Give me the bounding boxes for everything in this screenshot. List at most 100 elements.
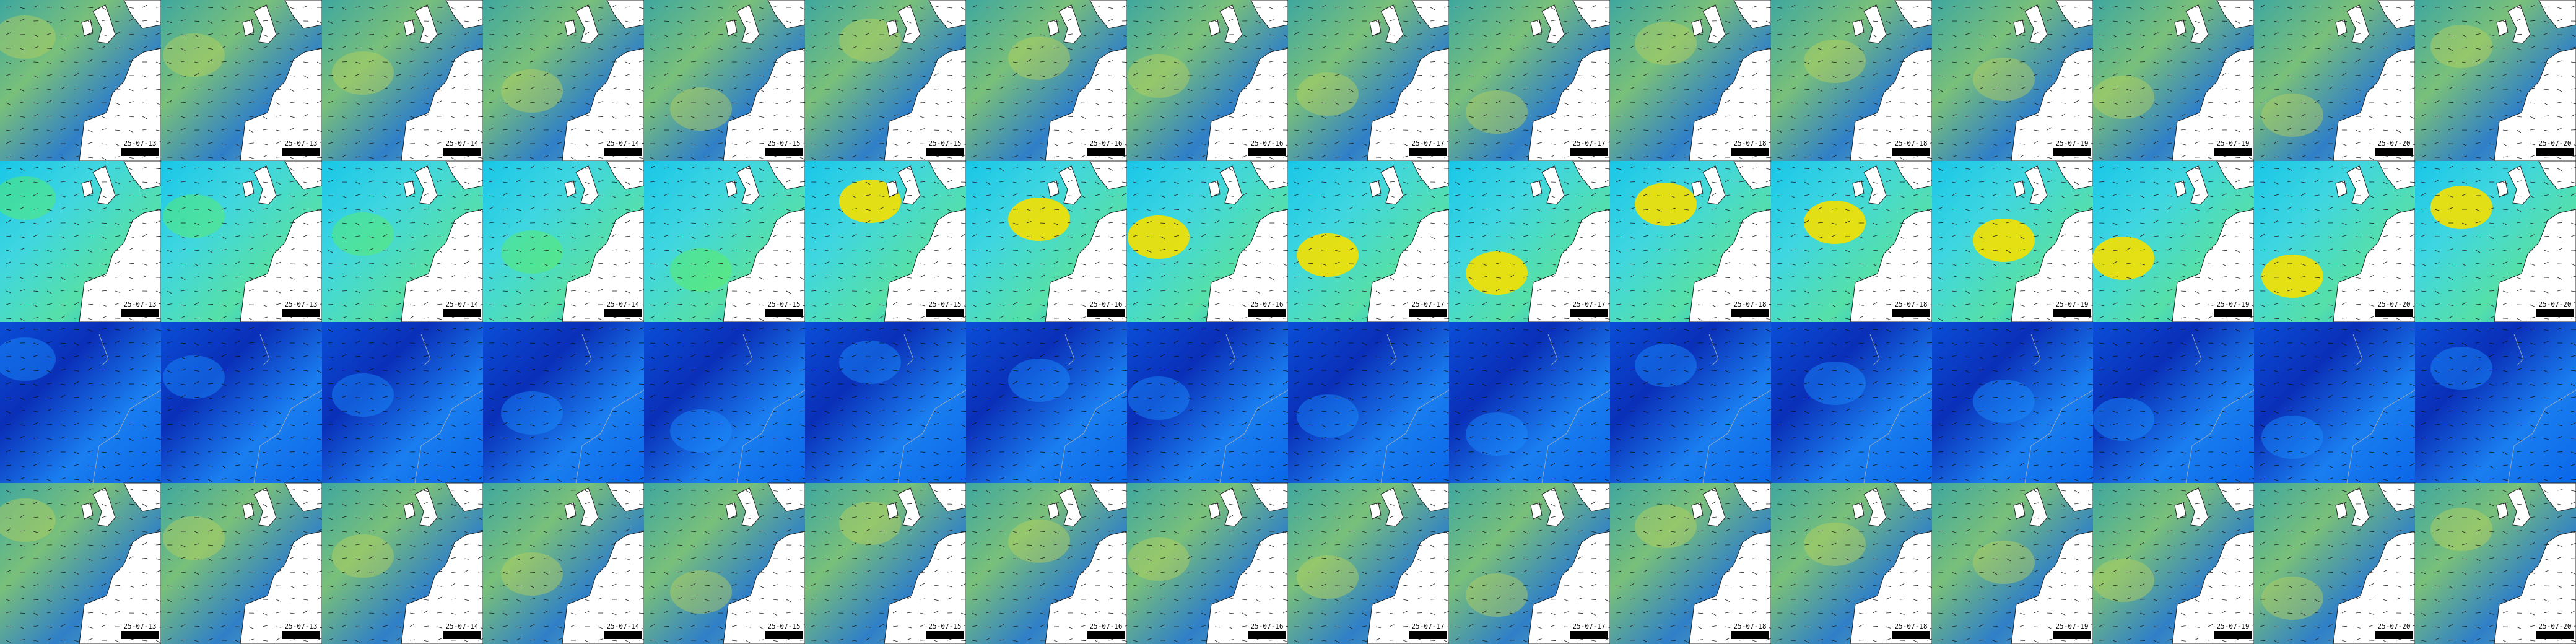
wind-arrow (1214, 61, 1220, 64)
land (1572, 0, 1611, 29)
wind-arrow (289, 60, 295, 63)
wind-arrow (1482, 155, 1487, 158)
wind-arrow (1817, 60, 1823, 63)
wind-arrow (1133, 6, 1138, 8)
wind-arrow (960, 34, 966, 37)
wind-arrow (543, 34, 549, 37)
wind-arrow (1201, 34, 1206, 37)
label-box-dark (1570, 148, 1608, 156)
wind-arrow (1604, 100, 1610, 103)
wind-arrow (1711, 143, 1717, 146)
wind-arrow (464, 155, 469, 158)
label-box (1731, 139, 1769, 147)
wind-arrow (87, 142, 93, 144)
field-blob (0, 15, 56, 59)
wind-arrow (142, 116, 147, 120)
wind-arrow (194, 143, 199, 146)
wind-arrow (2019, 20, 2025, 22)
wind-arrow (1965, 74, 1970, 76)
wind-arrow (892, 75, 898, 79)
date-label: 25-07-20 (2378, 300, 2411, 308)
date-label: 25-07-20 (2378, 139, 2411, 147)
wind-arrow (19, 142, 25, 144)
wind-arrow (1509, 128, 1515, 131)
wind-arrow (1591, 46, 1596, 49)
wind-arrow (1416, 129, 1422, 133)
land (284, 0, 323, 29)
wind-arrow (851, 5, 857, 8)
wind-arrow (985, 129, 991, 132)
wind-arrow (450, 116, 456, 119)
wind-arrow (1067, 101, 1073, 103)
wind-arrow (368, 157, 374, 159)
wind-arrow (1536, 129, 1542, 133)
wind-arrow (2300, 61, 2307, 63)
wind-arrow (1965, 33, 1970, 35)
wind-arrow (1656, 142, 1662, 144)
wind-arrow (1831, 114, 1837, 117)
wind-arrow (584, 61, 590, 64)
wind-arrow (1026, 157, 1032, 158)
wind-arrow (1765, 59, 1771, 63)
wind-arrow (611, 87, 617, 90)
wind-arrow (1334, 102, 1340, 106)
map-tile: 25-07-13 (161, 0, 323, 162)
wind-arrow (906, 100, 912, 103)
wind-arrow (1643, 129, 1649, 131)
wind-arrow (2221, 250, 2227, 251)
field-blob (1297, 72, 1359, 116)
wind-arrow (1872, 34, 1878, 37)
wind-arrow (276, 129, 281, 132)
wind-arrow (677, 7, 683, 8)
wind-arrow (46, 100, 52, 103)
wind-arrow (1670, 87, 1676, 90)
wind-arrow (999, 60, 1004, 63)
wind-arrow (570, 116, 576, 119)
wind-arrow (194, 47, 199, 49)
wind-arrow (142, 20, 147, 22)
wind-arrow (1978, 7, 1984, 10)
map-tile: 25-07-14 (322, 160, 484, 323)
wind-arrow (167, 129, 172, 132)
wind-arrow (128, 101, 134, 103)
wind-arrow (128, 48, 134, 50)
wind-arrow (960, 20, 966, 22)
map-tile: 25-07-20 (2254, 160, 2416, 323)
wind-arrow (2194, 277, 2200, 278)
wind-arrow (1616, 59, 1621, 63)
wind-arrow (1416, 100, 1422, 103)
date-label: 25-07-14 (446, 300, 479, 308)
wind-arrow (368, 7, 374, 9)
wind-arrow (598, 129, 603, 133)
wind-arrow (1738, 60, 1744, 63)
wind-arrow (1858, 102, 1865, 103)
wind-arrow (464, 73, 469, 76)
wind-arrow (1509, 157, 1515, 160)
map-tile: 25-07-20 (2254, 0, 2416, 162)
wind-arrow (1455, 74, 1460, 76)
wind-arrow (1899, 87, 1905, 90)
wind-arrow (207, 157, 213, 159)
wind-arrow (1604, 129, 1610, 132)
wind-arrow (1831, 155, 1837, 158)
wind-arrow (19, 89, 25, 92)
wind-arrow (262, 20, 268, 22)
wind-arrow (1577, 116, 1583, 118)
wind-arrow (101, 128, 107, 131)
wind-arrow (704, 143, 710, 147)
wind-arrow (824, 6, 830, 8)
wind-arrow (1468, 157, 1474, 159)
label-box (604, 139, 642, 147)
wind-arrow (1146, 20, 1152, 24)
wind-arrow (972, 129, 977, 131)
wind-arrow (677, 74, 682, 76)
wind-arrow (584, 20, 590, 22)
wind-arrow (650, 60, 655, 63)
wind-arrow (316, 100, 322, 103)
wind-arrow (786, 20, 791, 24)
wind-arrow (1886, 48, 1891, 50)
wind-arrow (262, 34, 268, 37)
wind-arrow (303, 61, 308, 63)
wind-arrow (1348, 128, 1354, 131)
wind-arrow (1403, 73, 1408, 76)
